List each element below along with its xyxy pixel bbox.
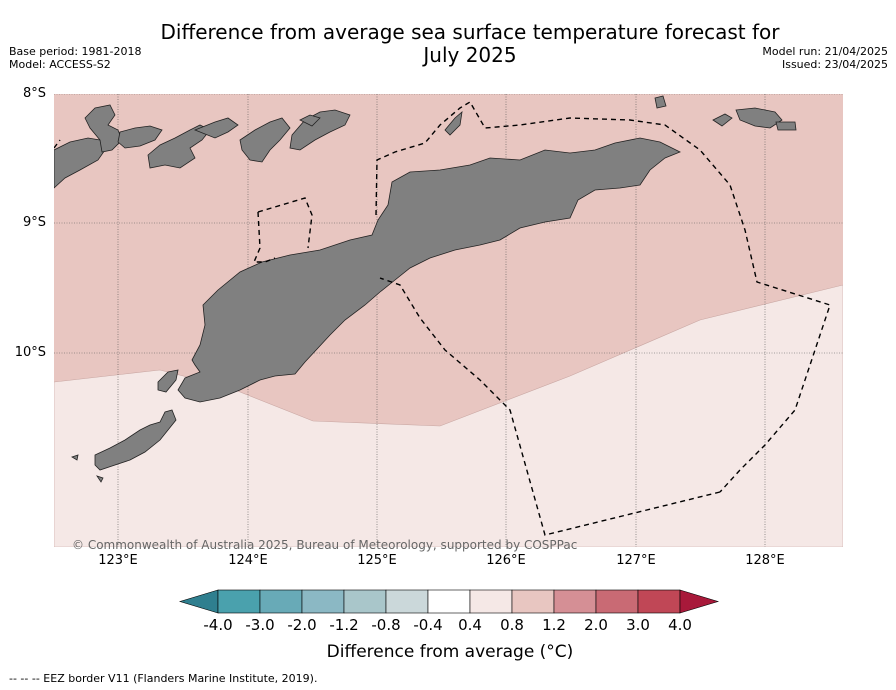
lon-label: 128°E (745, 553, 785, 568)
colorbar-segment (595, 589, 639, 614)
lon-label: 125°E (357, 553, 397, 568)
colorbar-segment (511, 589, 555, 614)
lon-label: 123°E (98, 553, 138, 568)
colorbar-segment (385, 589, 429, 614)
lon-label: 124°E (228, 553, 268, 568)
chart-title-line1: Difference from average sea surface temp… (160, 20, 780, 44)
colorbar-segment (469, 589, 513, 614)
issued-date: Issued: 23/04/2025 (781, 58, 888, 71)
model-name: Model: ACCESS-S2 (9, 58, 111, 71)
land (54, 95, 797, 483)
island-h (654, 95, 667, 109)
island-k (775, 121, 797, 131)
colorbar-tick: -4.0 (203, 616, 233, 634)
island-j (735, 107, 783, 129)
island-b (117, 125, 163, 149)
model-run: Model run: 21/04/2025 (762, 45, 888, 58)
sawu-island (94, 409, 177, 471)
chart-title-line2: July 2025 (423, 43, 517, 67)
island-e (239, 117, 291, 163)
colorbar-tick: 3.0 (626, 616, 650, 634)
colorbar-tick: 1.2 (542, 616, 566, 634)
colorbar-segment (301, 589, 345, 614)
colorbar-tick: 0.4 (458, 616, 482, 634)
island-g (444, 110, 463, 136)
island-f (299, 114, 321, 127)
colorbar-tick: 2.0 (584, 616, 608, 634)
colorbar-tick: -2.0 (287, 616, 317, 634)
colorbar-extend-high (679, 589, 720, 614)
rote-island (157, 369, 179, 393)
island-d (193, 117, 239, 139)
eez-border (54, 101, 831, 536)
colorbar-tick: -1.2 (329, 616, 359, 634)
colorbar-segment (637, 589, 681, 614)
colorbar-extend-low (178, 589, 219, 614)
colorbar-segment (553, 589, 597, 614)
lat-label: 8°S (22, 86, 46, 101)
colorbar-tick: -3.0 (245, 616, 275, 634)
copyright-notice: © Commonwealth of Australia 2025, Bureau… (72, 538, 578, 552)
colorbar-title: Difference from average (°C) (326, 642, 574, 662)
colorbar-tick: 0.8 (500, 616, 524, 634)
island-c (147, 124, 211, 169)
colorbar-segment (343, 589, 387, 614)
alor-island (54, 137, 106, 189)
lon-label: 127°E (616, 553, 656, 568)
colorbar-segment (217, 589, 261, 614)
island-m (96, 475, 104, 483)
timor-island (177, 137, 681, 403)
colorbar-tick: 4.0 (668, 616, 692, 634)
colorbar-segment (427, 589, 471, 614)
colorbar-tick: -0.8 (371, 616, 401, 634)
base-period: Base period: 1981-2018 (9, 45, 142, 58)
island-i (712, 113, 733, 127)
colorbar-tick: -0.4 (413, 616, 443, 634)
lat-label: 10°S (14, 345, 46, 360)
eez-legend: -- -- -- EEZ border V11 (Flanders Marine… (9, 672, 318, 685)
lat-label: 9°S (22, 215, 46, 230)
island-l (71, 454, 79, 461)
colorbar-segment (259, 589, 303, 614)
lon-label: 126°E (486, 553, 526, 568)
